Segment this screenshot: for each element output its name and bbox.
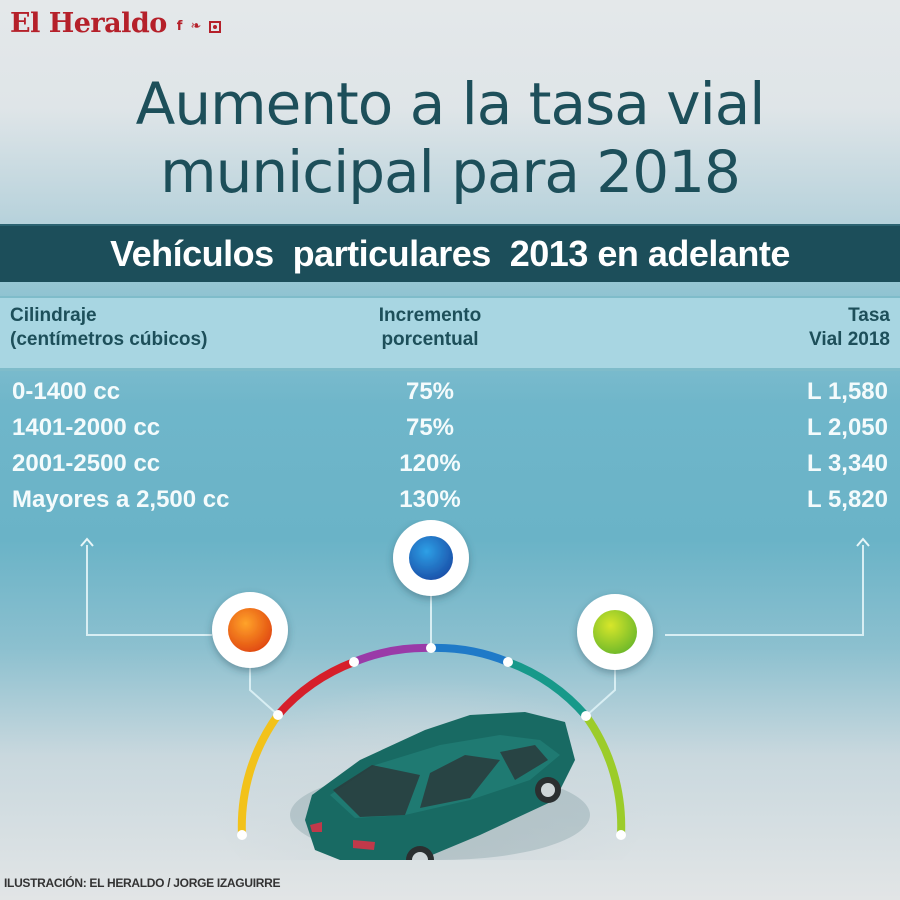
table-row: Mayores a 2,500 cc 130% L 5,820 xyxy=(0,482,900,518)
cell-cilindraje: 2001-2500 cc xyxy=(12,450,161,477)
subtitle-bar: Vehículos particulares 2013 en adelante xyxy=(0,224,900,282)
cell-incremento: 120% xyxy=(399,450,461,477)
page-title: Aumento a la tasa vial municipal para 20… xyxy=(0,70,900,206)
header-label: porcentual xyxy=(381,329,479,350)
cell-tasa: L 3,340 xyxy=(807,450,888,477)
header-label: Tasa xyxy=(848,305,890,326)
header-label: Incremento xyxy=(378,305,482,326)
header-label: Cilindraje xyxy=(10,305,97,326)
cell-tasa: L 1,580 xyxy=(807,378,888,405)
car-gauge-illustration xyxy=(80,520,870,860)
cell-tasa: L 5,820 xyxy=(807,486,888,513)
facebook-icon[interactable]: f xyxy=(176,19,183,34)
table-row: 1401-2000 cc 75% L 2,050 xyxy=(0,410,900,446)
social-icons: f ❧ xyxy=(177,19,222,34)
cell-cilindraje: Mayores a 2,500 cc xyxy=(12,486,230,513)
table-body: 0-1400 cc 75% L 1,580 1401-2000 cc 75% L… xyxy=(0,374,900,518)
arrow-up-icon xyxy=(80,537,94,547)
twitter-icon[interactable]: ❧ xyxy=(190,19,202,34)
header-tasa: Tasa Vial 2018 xyxy=(809,304,890,352)
title-line-1: Aumento a la tasa vial xyxy=(135,70,766,138)
table-row: 2001-2500 cc 120% L 3,340 xyxy=(0,446,900,482)
blue-dot-icon xyxy=(393,520,469,596)
subtitle: Vehículos particulares 2013 en adelante xyxy=(110,233,790,274)
table-header: Cilindraje (centímetros cúbicos) Increme… xyxy=(0,296,900,371)
gauge-arc xyxy=(237,643,626,836)
header-cilindraje: Cilindraje (centímetros cúbicos) xyxy=(10,304,207,352)
cell-incremento: 75% xyxy=(405,378,455,405)
header-label: (centímetros cúbicos) xyxy=(10,329,208,350)
illustration-credit: ILUSTRACIÓN: EL HERALDO / JORGE IZAGUIRR… xyxy=(4,876,281,890)
cell-cilindraje: 1401-2000 cc xyxy=(12,414,161,441)
cell-tasa: L 2,050 xyxy=(807,414,888,441)
arrow-up-icon xyxy=(856,537,870,547)
header-incremento: Incremento porcentual xyxy=(330,304,530,352)
cell-cilindraje: 0-1400 cc xyxy=(12,378,121,405)
connector-lines xyxy=(86,545,864,717)
cell-incremento: 130% xyxy=(399,486,461,513)
title-line-2: municipal para 2018 xyxy=(160,138,741,206)
brand-header: El Heraldo f ❧ xyxy=(10,8,222,39)
orange-dot-icon xyxy=(212,592,288,668)
table-row: 0-1400 cc 75% L 1,580 xyxy=(0,374,900,410)
header-label: Vial 2018 xyxy=(808,329,890,350)
green-dot-icon xyxy=(577,594,653,670)
car-icon xyxy=(290,712,590,860)
brand-logo: El Heraldo xyxy=(10,8,167,39)
instagram-icon[interactable] xyxy=(209,20,222,33)
cell-incremento: 75% xyxy=(405,414,455,441)
